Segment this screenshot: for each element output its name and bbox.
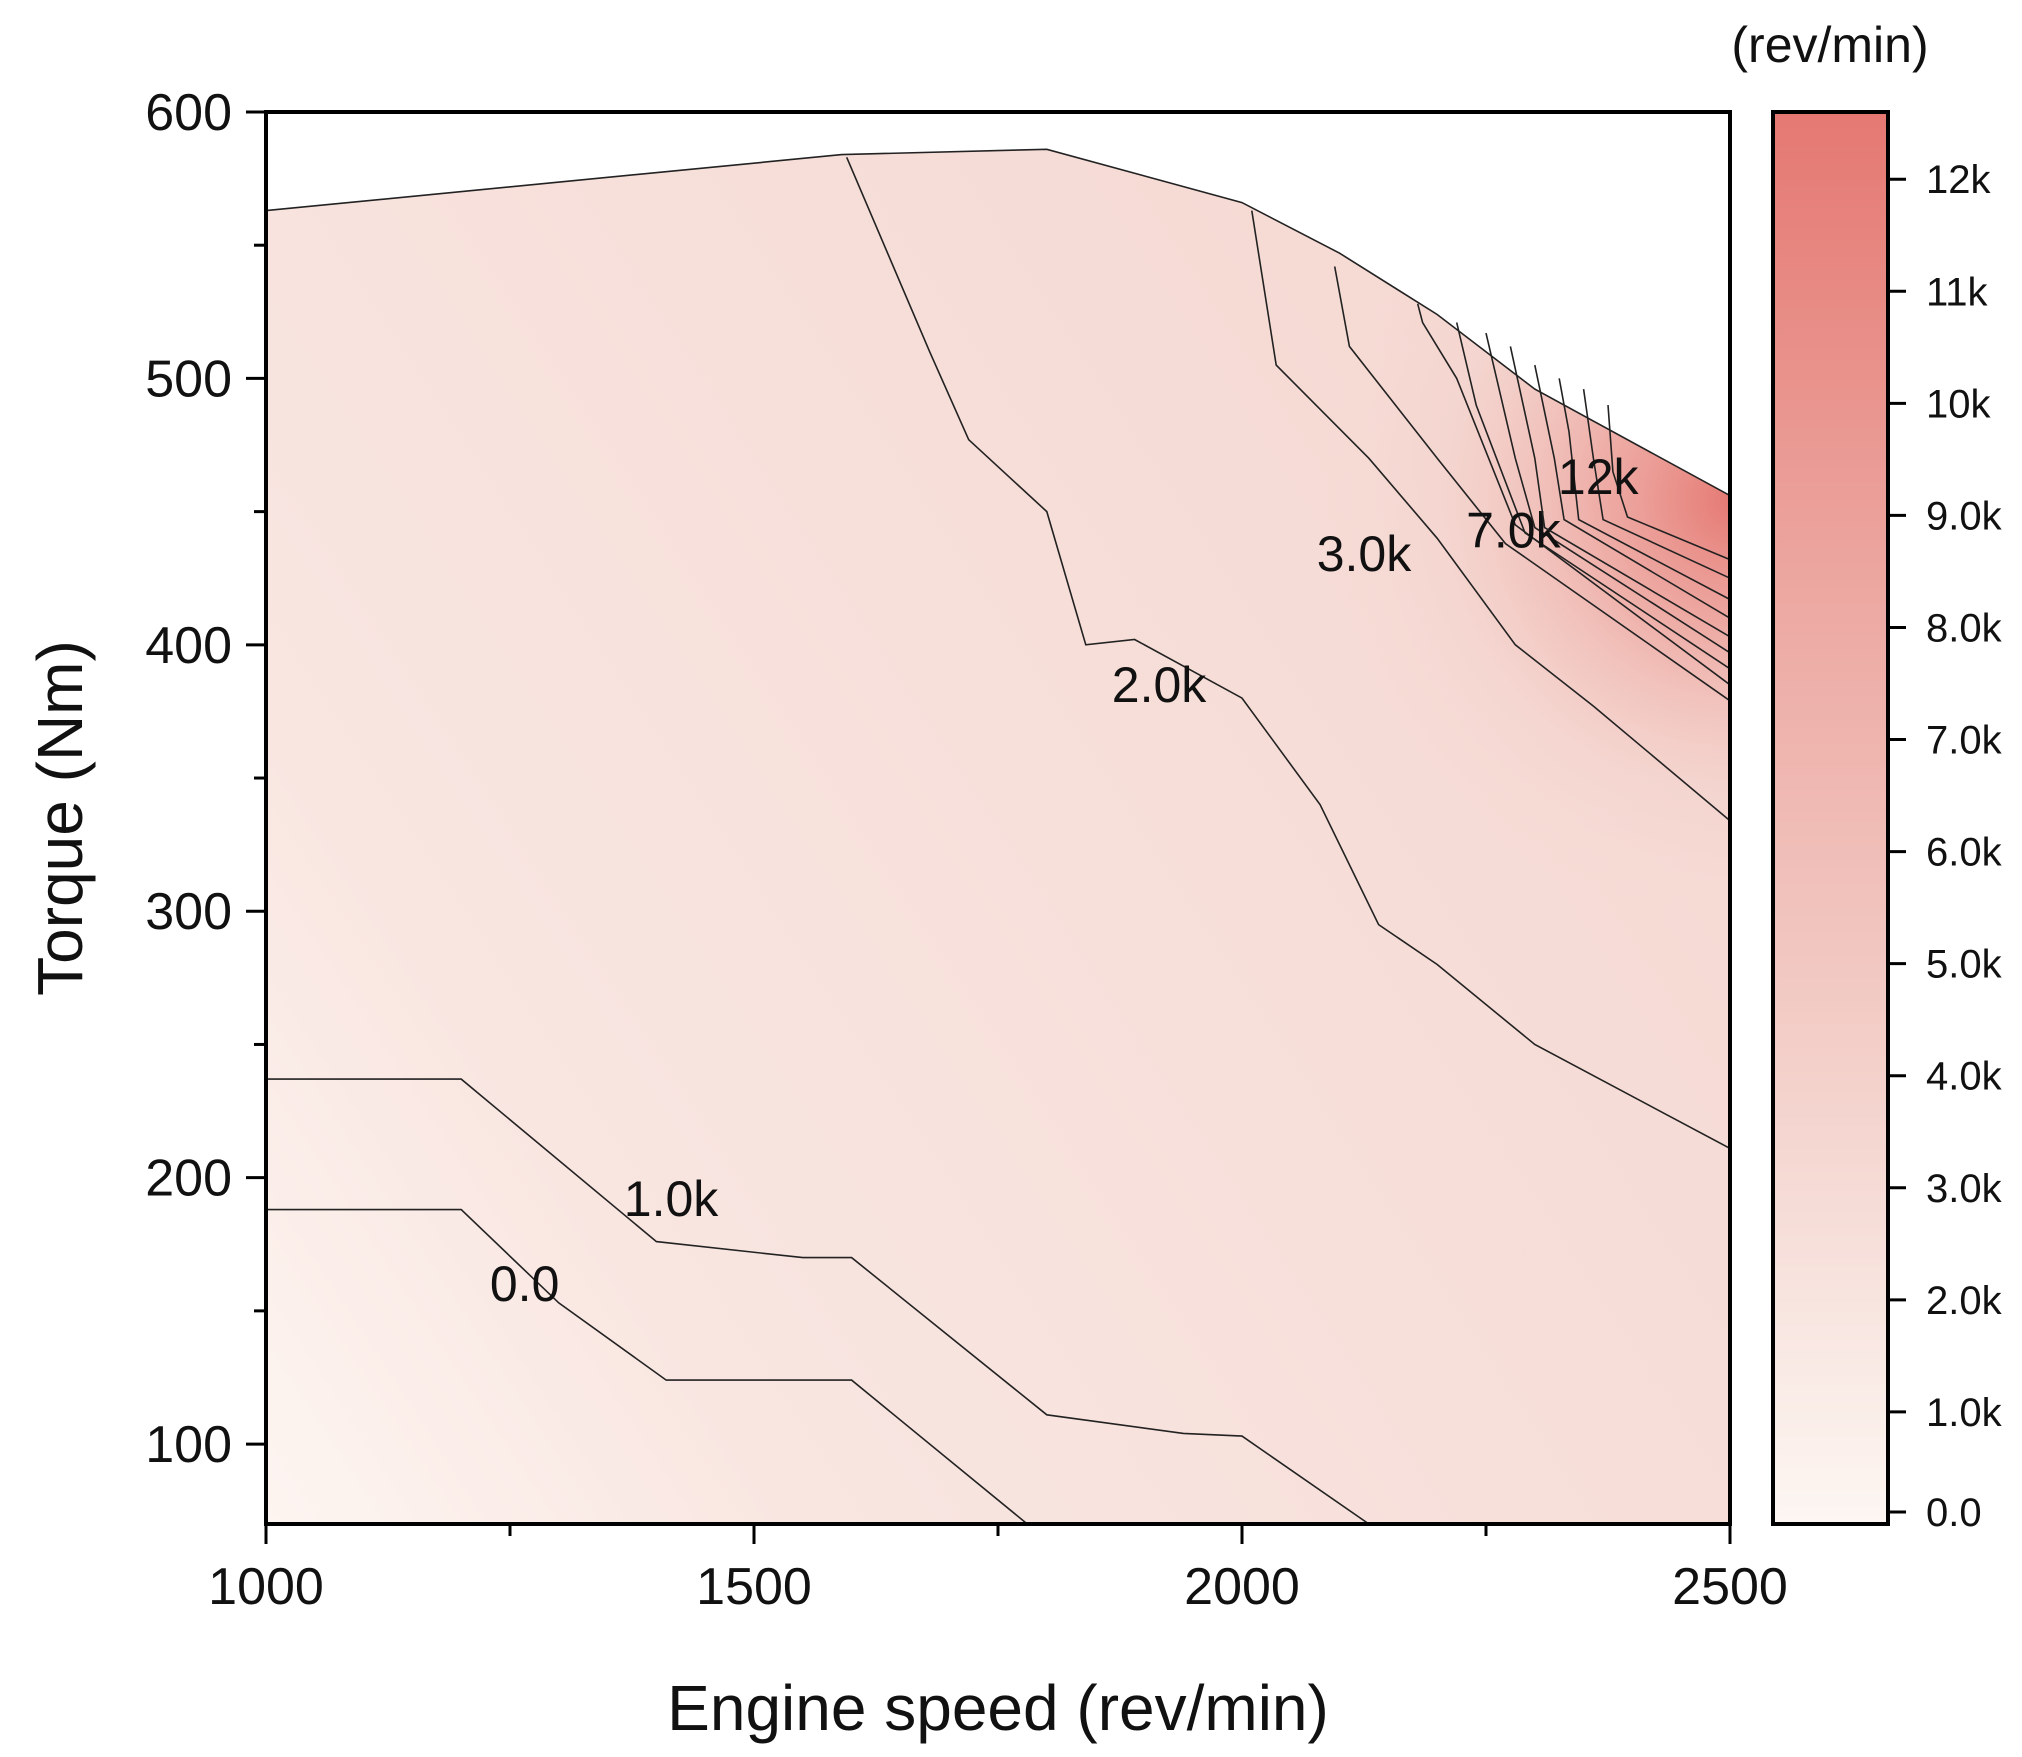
contour-line-0 <box>266 1208 1028 1525</box>
contour-line-2000 <box>845 156 1731 1150</box>
contour-line-8000 <box>1509 346 1731 638</box>
contour-line-7000 <box>1485 332 1731 654</box>
contour-line-11000 <box>1582 388 1731 579</box>
colorbar-tick-label: 5.0k <box>1926 943 2003 987</box>
contour-label-2000: 2.0k <box>1112 657 1208 713</box>
x-axis: 1000 1500 2000 2500 <box>208 1524 1788 1616</box>
contour-label-7000: 7.0k <box>1466 502 1562 558</box>
contour-line-1000 <box>266 1078 1370 1525</box>
colorbar-gradient <box>1771 110 1890 1526</box>
contour-label-0: 0.0 <box>490 1256 560 1312</box>
colorbar-tick-label: 2.0k <box>1926 1279 2003 1323</box>
x-tick-label: 1500 <box>696 1558 812 1616</box>
x-axis-title: Engine speed (rev/min) <box>667 1672 1329 1744</box>
colorbar-tick-label: 7.0k <box>1926 719 2003 763</box>
colorbar-tick-label: 12k <box>1926 158 1991 202</box>
x-tick-label: 2500 <box>1672 1558 1788 1616</box>
contour-line-3000 <box>1251 210 1731 822</box>
colorbar: (rev/min) 0.0 1.0k 2.0k 3.0k 4.0k 5.0k 6.0k 7.0… <box>1731 17 2002 1535</box>
contour-line-12000 <box>1607 405 1731 561</box>
colorbar-ticks: 0.0 1.0k 2.0k 3.0k 4.0k 5.0k 6.0k 7.0k 8.0k 9.0k 1… <box>1888 158 2003 1535</box>
contour-label-3000: 3.0k <box>1317 526 1413 582</box>
colorbar-tick-label: 11k <box>1926 270 1989 314</box>
y-axis-title: Torque (Nm) <box>24 640 96 996</box>
y-tick-label: 100 <box>145 1416 232 1474</box>
colorbar-tick-label: 0.0 <box>1926 1491 1982 1535</box>
contour-fill-high-region <box>266 149 1730 1524</box>
y-tick-label: 600 <box>145 84 232 142</box>
colorbar-tick-label: 10k <box>1926 382 1991 426</box>
contour-line-9000 <box>1534 364 1731 619</box>
x-tick-label: 2000 <box>1184 1558 1300 1616</box>
y-axis: 100 200 300 400 500 600 <box>145 84 266 1474</box>
boundary-line <box>265 148 1731 497</box>
colorbar-tick-label: 4.0k <box>1926 1055 2003 1099</box>
contour-line-4000 <box>1333 266 1731 702</box>
y-tick-label: 500 <box>145 350 232 408</box>
colorbar-unit-label: (rev/min) <box>1731 17 1928 73</box>
contour-line-6000 <box>1455 322 1731 670</box>
contour-label-12000: 12k <box>1558 449 1640 505</box>
contour-label-1000: 1.0k <box>624 1171 720 1227</box>
colorbar-tick-label: 8.0k <box>1926 606 2003 650</box>
contour-line-10000 <box>1558 378 1731 601</box>
y-tick-label: 200 <box>145 1150 232 1208</box>
y-tick-label: 400 <box>145 617 232 675</box>
contour-line-5000 <box>1416 303 1731 686</box>
colorbar-tick-label: 9.0k <box>1926 494 2003 538</box>
colorbar-tick-label: 3.0k <box>1926 1167 2003 1211</box>
y-tick-label: 300 <box>145 883 232 941</box>
x-tick-label: 1000 <box>208 1558 324 1616</box>
colorbar-tick-label: 6.0k <box>1926 831 2003 875</box>
colorbar-tick-label: 1.0k <box>1926 1391 2003 1435</box>
